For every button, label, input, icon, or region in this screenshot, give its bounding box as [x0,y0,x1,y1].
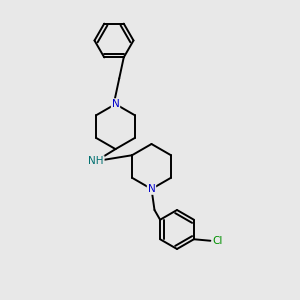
Text: N: N [112,99,119,109]
Text: Cl: Cl [213,236,223,246]
Text: NH: NH [88,156,104,166]
Text: N: N [148,184,155,194]
